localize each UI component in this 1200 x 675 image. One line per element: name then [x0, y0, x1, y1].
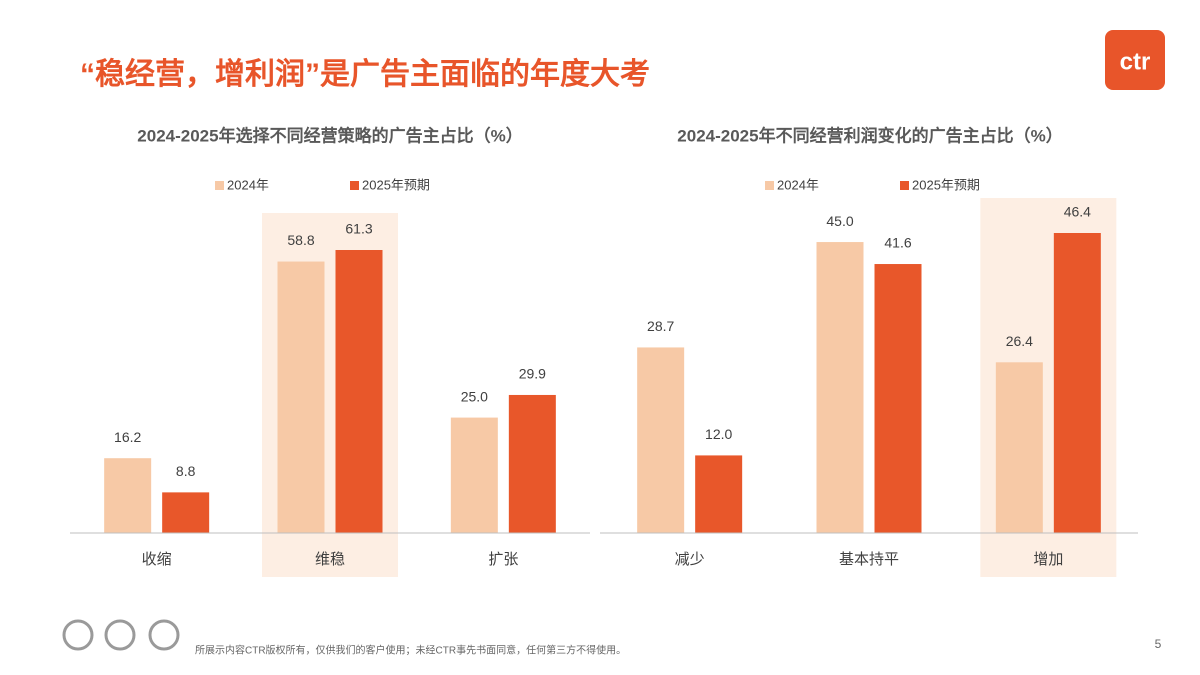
legend-label: 2024年	[227, 177, 269, 192]
legend-label: 2024年	[777, 177, 819, 192]
page-number: 5	[1155, 637, 1162, 651]
value-label: 58.8	[287, 232, 314, 248]
value-label: 29.9	[519, 366, 546, 382]
bar	[335, 250, 383, 533]
legend-swatch	[350, 181, 359, 190]
bar	[104, 458, 152, 533]
logo-box	[1105, 30, 1165, 90]
legend-swatch	[215, 181, 224, 190]
legend-label: 2025年预期	[912, 177, 980, 192]
sgs-icons	[62, 619, 180, 651]
legend-swatch	[765, 181, 774, 190]
chart-title: 2024-2025年选择不同经营策略的广告主占比（%）	[137, 125, 522, 145]
value-label: 41.6	[884, 235, 911, 251]
slide-title: “稳经营，增利润”是广告主面临的年度大考	[80, 57, 650, 91]
value-label: 28.7	[647, 318, 674, 334]
x-tick-label: 减少	[675, 551, 705, 568]
bar	[816, 242, 864, 533]
value-label: 45.0	[826, 213, 853, 229]
chart-title: 2024-2025年不同经营利润变化的广告主占比（%）	[677, 125, 1062, 145]
value-label: 8.8	[176, 463, 196, 479]
legend-swatch	[900, 181, 909, 190]
bar	[695, 455, 743, 533]
bar	[450, 417, 498, 533]
x-tick-label: 扩张	[488, 551, 518, 568]
value-label: 12.0	[705, 426, 732, 442]
value-label: 61.3	[345, 221, 372, 237]
bar	[637, 347, 685, 533]
bar	[277, 261, 325, 533]
x-tick-label: 基本持平	[839, 551, 899, 568]
value-label: 16.2	[114, 429, 141, 445]
x-tick-label: 收缩	[142, 551, 172, 568]
value-label: 26.4	[1006, 333, 1033, 349]
logo-text: ctr	[1120, 48, 1151, 75]
footer-note: 所展示内容CTR版权所有，仅供我们的客户使用；未经CTR事先书面同意，任何第三方…	[195, 644, 626, 657]
x-tick-label: 增加	[1033, 551, 1063, 568]
legend-label: 2025年预期	[362, 177, 430, 192]
bar	[162, 492, 210, 533]
bar	[995, 362, 1043, 533]
bar	[508, 394, 556, 533]
value-label: 46.4	[1064, 204, 1091, 220]
x-tick-label: 维稳	[315, 551, 345, 568]
bar	[1053, 233, 1101, 533]
value-label: 25.0	[461, 388, 488, 404]
bar	[874, 264, 922, 533]
